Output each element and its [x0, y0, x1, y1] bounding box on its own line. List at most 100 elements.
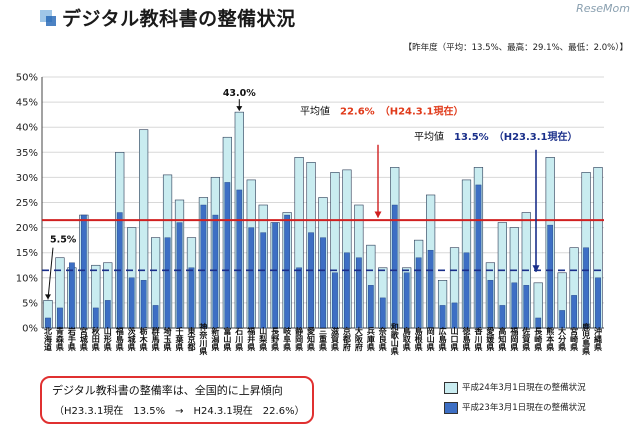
y-tick-label: 45%: [16, 98, 38, 109]
x-tick-label: 静岡県: [295, 326, 304, 352]
x-tick-label: 埼玉県: [163, 326, 172, 352]
average-label-2011-text: 平均値: [414, 130, 454, 143]
bar-2011: [224, 182, 231, 329]
y-tick-label: 5%: [22, 298, 38, 309]
x-tick-label: 滋賀県: [330, 326, 339, 352]
x-tick-label: 山形県: [103, 326, 112, 352]
bar-2011: [583, 247, 589, 329]
x-tick-label: 香川県: [473, 326, 483, 352]
x-tick-label: 長崎県: [533, 327, 543, 352]
x-tick-label: 鳥取県: [402, 326, 411, 352]
x-tick-label: 山梨県: [258, 326, 268, 352]
bar-2011: [248, 227, 255, 329]
bar-2011: [451, 302, 458, 329]
legend: 平成24年3月1日現在の整備状況 平成23年3月1日現在の整備状況: [444, 378, 634, 422]
x-tick-label: 岩手県: [67, 326, 76, 352]
y-tick-label: 40%: [16, 123, 38, 134]
x-tick-label: 兵庫県: [366, 326, 375, 352]
bar-2011: [332, 272, 338, 329]
bar-2011: [427, 249, 434, 329]
bar-2011: [535, 317, 542, 329]
x-tick-label: 青森県: [54, 326, 64, 352]
bar-2011: [571, 295, 577, 329]
average-label-2012-text: 平均値: [300, 105, 340, 118]
x-tick-label: 岐阜県: [282, 326, 292, 352]
average-label-2011: 平均値 13.5% （H23.3.1現在）: [414, 130, 578, 143]
bar-2011: [499, 305, 506, 329]
bar-2011: [200, 204, 207, 329]
bar-2011: [57, 307, 63, 329]
y-tick-label: 30%: [16, 173, 38, 184]
bar-2011: [308, 232, 314, 329]
bar-2011: [367, 285, 374, 329]
page-title: デジタル教科書の整備状況: [62, 8, 296, 30]
max-value-arrowhead: [236, 106, 243, 112]
chart-subtitle: 【昨年度（平均：13.5%、最高：29.1%、最低：2.0%）】: [403, 43, 628, 53]
bar-2011: [463, 252, 470, 329]
x-tick-label: 福井県: [247, 326, 256, 352]
x-tick-label: 東京都: [187, 326, 196, 352]
x-tick-label: 熊本県: [546, 326, 555, 352]
x-tick-label: 京都府: [342, 326, 351, 352]
x-tick-label: 石川県: [235, 327, 244, 352]
legend-label-2011: 平成23年3月1日現在の整備状況: [462, 403, 586, 413]
average-value-2011: 13.5%: [454, 132, 499, 143]
average-value-2012: 22.6%: [340, 107, 385, 118]
average-note-2012: （H24.3.1現在）: [385, 105, 464, 118]
bar-2011: [547, 224, 554, 329]
bar-2011: [559, 310, 566, 329]
title-decoration-inner: [46, 16, 56, 26]
x-tick-label: 千葉県: [174, 326, 184, 352]
x-tick-label: 大阪府: [353, 326, 363, 352]
x-tick-label: 奈良県: [377, 326, 387, 352]
bar-2011: [439, 305, 446, 329]
x-tick-label: 三重県: [319, 327, 328, 352]
x-tick-label: 島根県: [414, 326, 423, 352]
x-tick-label: 新潟県: [211, 326, 220, 352]
y-tick-label: 0%: [22, 324, 38, 335]
bar-2011: [523, 285, 530, 329]
bar-2011: [487, 280, 494, 329]
annotations: 43.0% 5.5% 平均値 22.6% （H24.3.1現在） 平均値 13.5% …: [44, 88, 578, 300]
x-tick-label: 広島県: [438, 326, 447, 352]
reference-lines: [42, 219, 604, 272]
x-tick-label: 佐賀県: [522, 326, 531, 352]
bar-2011: [344, 252, 350, 329]
bar-2011: [475, 184, 482, 329]
summary-note-line2: （H23.3.1現在 13.5% → H24.3.1現在 22.6%）: [54, 406, 305, 417]
average-note-2011: （H23.3.1現在）: [499, 130, 578, 143]
legend-label-2012: 平成24年3月1日現在の整備状況: [462, 383, 586, 393]
bar-2011: [176, 222, 183, 329]
title-bar: デジタル教科書の整備状況 ReseMom: [0, 0, 640, 40]
max-value-label: 43.0%: [223, 88, 256, 99]
x-tick-label: 北海道: [43, 326, 52, 352]
bar-2011: [272, 222, 279, 329]
x-tick-label: 和歌山県: [389, 322, 399, 356]
bar-2011: [164, 237, 171, 329]
bar-2011: [379, 297, 386, 329]
y-axis-ticks: 0% 5% 10% 15% 20% 25% 30% 35% 40% 45% 50%: [16, 73, 38, 335]
bar-2011: [296, 267, 302, 329]
y-tick-label: 20%: [16, 223, 38, 234]
bar-chart: 0% 5% 10% 15% 20% 25% 30% 35% 40% 45% 50% 北海道 青森県 岩手…: [16, 73, 604, 356]
bar-2011: [92, 307, 99, 329]
x-tick-label: 栃木県: [138, 326, 148, 352]
x-tick-label: 宮崎県: [570, 326, 579, 352]
summary-note: デジタル教科書の整備率は、全国的に上昇傾向 （H23.3.1現在 13.5% →…: [40, 376, 314, 424]
y-tick-label: 15%: [16, 248, 38, 259]
bar-2011: [236, 189, 243, 329]
average-arrowhead-2011: [532, 265, 540, 273]
x-tick-label: 山口県: [450, 326, 459, 352]
bar-2011: [284, 214, 290, 329]
average-label-2012: 平均値 22.6% （H24.3.1現在）: [300, 105, 464, 118]
x-tick-label: 群馬県: [151, 326, 160, 352]
x-axis-labels: 北海道 青森県 岩手県 宮城県 秋田県 山形県 福島県 茨城県 栃木県 群馬県 埼玉県 千葉県 東京都神…: [43, 322, 602, 356]
legend-swatch-2012: [444, 382, 458, 394]
bar-2011: [69, 262, 75, 329]
bar-2011: [415, 257, 422, 329]
x-tick-label: 長野県: [270, 327, 280, 352]
bar-2011: [188, 267, 195, 329]
y-tick-label: 35%: [16, 148, 38, 159]
x-tick-label: 鹿児島県: [582, 322, 591, 356]
x-tick-label: 茨城県: [127, 326, 136, 352]
